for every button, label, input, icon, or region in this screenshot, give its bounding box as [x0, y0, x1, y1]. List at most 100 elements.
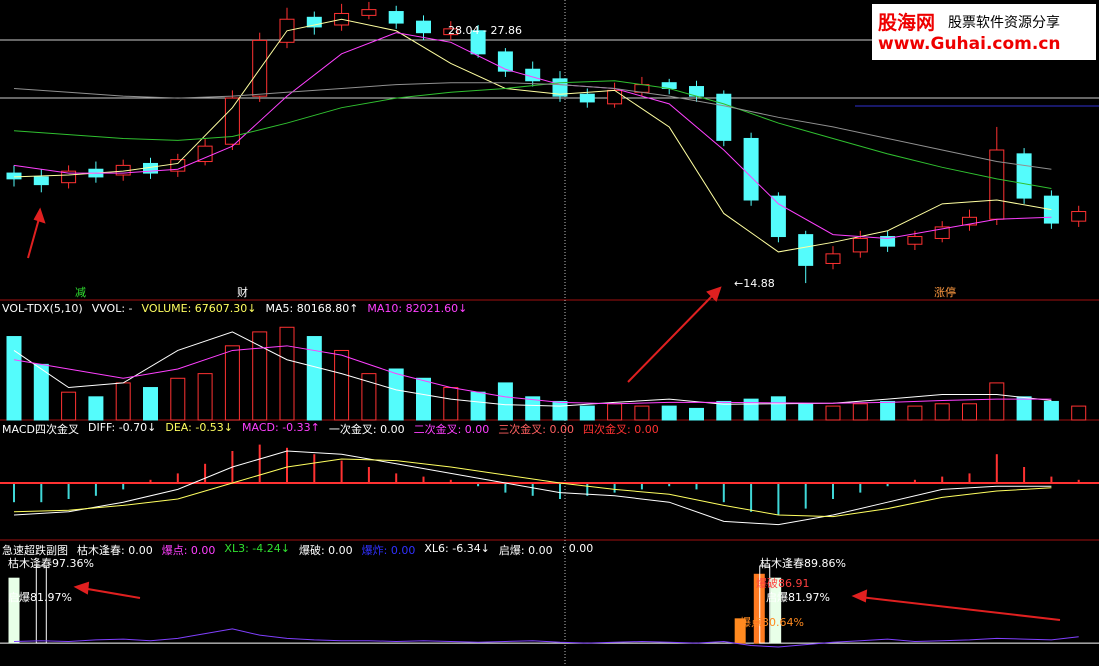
volume-bar — [1043, 400, 1059, 421]
volume-bar — [689, 407, 704, 421]
logo: 股海网 股票软件资源分享 www.Guhai.com.cn — [872, 4, 1096, 60]
volume-bar — [416, 377, 431, 421]
candle-body — [306, 16, 322, 28]
header-item: MACD四次金叉 — [2, 423, 79, 436]
ma-line — [13, 32, 1052, 239]
volume-bar — [334, 349, 350, 421]
candle-body — [170, 159, 186, 172]
candle-body — [607, 89, 623, 105]
volume-bar — [852, 403, 868, 421]
header-item: : 0.00 — [561, 542, 594, 555]
volume-bar — [306, 336, 322, 421]
candle-body — [743, 137, 759, 201]
volume-bar — [825, 405, 841, 421]
candle-body — [497, 51, 513, 72]
header-item: DIFF: -0.70↓ — [87, 421, 157, 434]
header-item: MACD: -0.33↑ — [242, 421, 320, 434]
ma-line — [13, 450, 1052, 526]
candle-body — [825, 253, 841, 264]
volume-bar — [470, 391, 486, 421]
ma-line — [13, 18, 1052, 253]
candle-body — [1016, 153, 1032, 199]
ma-line — [13, 82, 1052, 170]
signal-bar — [734, 618, 746, 644]
annotation: 爆破86.91 — [756, 576, 810, 590]
annotation: 启爆81.97% — [766, 590, 830, 604]
header-item: 三次金叉: 0.00 — [498, 423, 574, 436]
header-item: 二次金叉: 0.00 — [413, 423, 490, 436]
volume-bar — [88, 396, 104, 421]
candle-body — [224, 97, 240, 145]
annotation: 涨停 — [934, 285, 956, 299]
candle-body — [416, 20, 431, 34]
logo-url: www.Guhai.com.cn — [878, 34, 1061, 54]
header-item: MA10: 82021.60↓ — [367, 302, 468, 315]
volume-bar — [279, 326, 295, 421]
volume-bar — [798, 403, 814, 421]
signal-bar — [770, 577, 782, 644]
volume-bar — [525, 396, 541, 421]
candle-body — [388, 11, 404, 24]
candle-body — [1071, 211, 1087, 222]
candle-body — [197, 145, 213, 163]
header-item: 启爆: 0.00 — [498, 544, 553, 557]
candle-body — [525, 68, 541, 82]
signal-bar — [8, 577, 20, 644]
header-item: VOLUME: 67607.30↓ — [141, 302, 257, 315]
candle-body — [252, 39, 268, 97]
candle-body — [770, 195, 786, 238]
candle-body — [6, 172, 22, 180]
annotation: 启爆81.97% — [8, 590, 72, 604]
header-item: VVOL: - — [91, 302, 133, 315]
candle-body — [361, 9, 377, 16]
ma-line — [13, 458, 1052, 518]
candle-body — [934, 226, 950, 239]
annotation: ←14.88 — [734, 277, 775, 290]
header-item: VOL-TDX(5,10) — [2, 302, 83, 315]
volume-bar — [989, 382, 1005, 421]
volume-bar — [661, 405, 677, 421]
candle-body — [880, 236, 896, 247]
ma-line — [13, 345, 1052, 405]
annotation: 财 — [237, 285, 248, 299]
volume-bar — [634, 405, 650, 421]
header-item: 一次金叉: 0.00 — [328, 423, 405, 436]
volume-bar — [388, 368, 404, 421]
panel-header: VOL-TDX(5,10) VVOL: - VOLUME: 67607.30↓ MA5… — [2, 302, 467, 315]
header-item: 急速超跌副图 — [2, 544, 68, 557]
volume-bar — [6, 336, 22, 421]
header-item: XL3: -4.24↓ — [224, 542, 290, 555]
header-item: 爆破: 0.00 — [298, 544, 353, 557]
volume-bar — [115, 382, 131, 421]
volume-bar — [497, 382, 513, 421]
volume-bar — [1071, 405, 1087, 421]
volume-bar — [252, 331, 268, 421]
logo-name: 股海网 — [878, 12, 936, 34]
volume-bar — [880, 400, 896, 421]
header-item: 爆炸: 0.00 — [361, 544, 416, 557]
candle-body — [470, 30, 486, 55]
annotation: 枯木逢春97.36% — [8, 556, 94, 570]
header-item: 爆点: 0.00 — [161, 544, 216, 557]
header-item: MA5: 80168.80↑ — [265, 302, 359, 315]
volume-bar — [170, 377, 186, 421]
annotation: 枯木逢春89.86% — [760, 556, 846, 570]
panel-header: 急速超跌副图 枯木逢春: 0.00 爆点: 0.00 XL3: -4.24↓ 爆破: 0… — [2, 542, 593, 558]
header-item: 枯木逢春: 0.00 — [77, 544, 153, 557]
volume-bar — [552, 400, 568, 421]
volume-bar — [907, 405, 923, 421]
volume-bar — [716, 400, 732, 421]
candle-body — [61, 170, 77, 184]
panel-header: MACD四次金叉 DIFF: -0.70↓ DEA: -0.53↓ MACD: -0.… — [2, 421, 659, 437]
ma-line — [13, 80, 1052, 189]
logo-slogan: 股票软件资源分享 — [948, 15, 1060, 31]
volume-bar — [61, 391, 77, 421]
header-item: DEA: -0.53↓ — [165, 421, 234, 434]
candle-body — [852, 237, 868, 253]
candle-body — [962, 216, 977, 226]
header-item: XL6: -6.34↓ — [424, 542, 490, 555]
candle-body — [33, 176, 49, 186]
candle-body — [798, 234, 814, 266]
